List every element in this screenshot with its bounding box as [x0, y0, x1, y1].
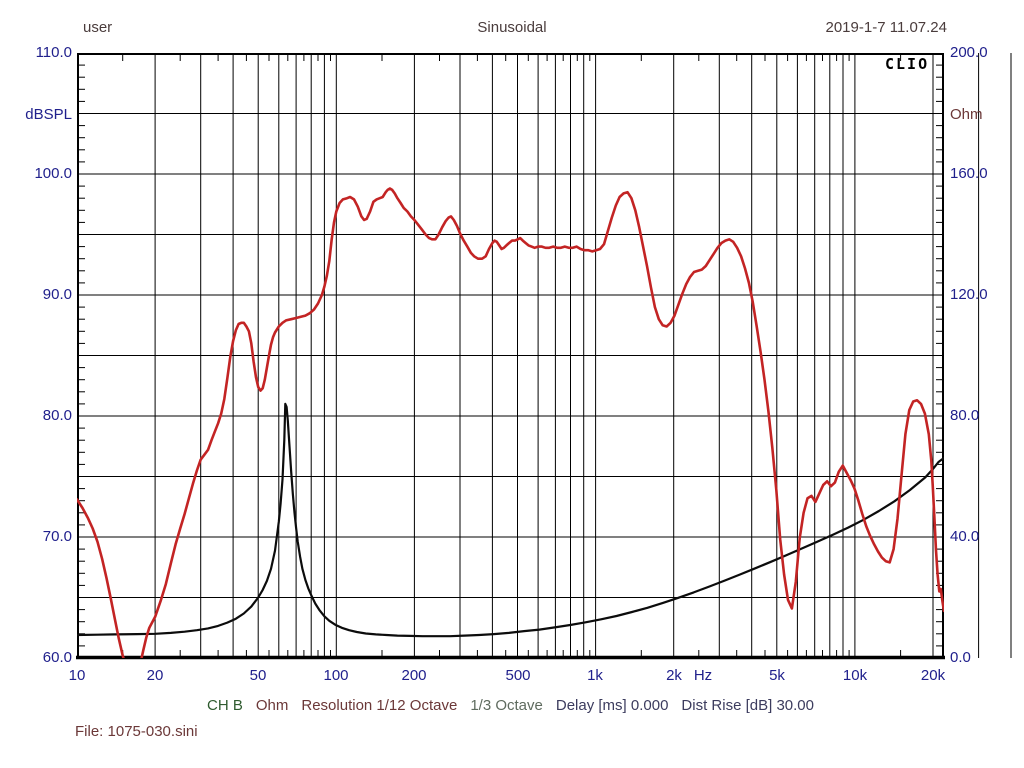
right-axis: 200.0 Ohm 160.0 120.0 80.0 40.0 0.0 [950, 0, 1020, 768]
resolution-label: Resolution 1/12 Octave [301, 697, 458, 714]
left-axis-tick: 80.0 [42, 407, 72, 424]
x-axis-tick: 50 [249, 667, 267, 684]
x-axis-tick: 2k [666, 667, 682, 684]
x-axis-tick: 1k [587, 667, 603, 684]
spl-curve [77, 187, 944, 658]
x-axis-tick: 500 [505, 667, 531, 684]
clio-logo: CLIO [885, 55, 930, 73]
left-axis-tick: 70.0 [42, 528, 72, 545]
left-axis-unit-label: dBSPL [25, 106, 72, 123]
channel-label: CH B [207, 697, 243, 714]
right-axis-tick: 0.0 [950, 649, 971, 666]
x-axis-tick: 100 [323, 667, 349, 684]
x-axis-tick: 5k [769, 667, 785, 684]
left-axis-tick: 90.0 [42, 286, 72, 303]
right-axis-tick: 160.0 [950, 165, 988, 182]
right-axis-unit-label: Ohm [950, 106, 983, 123]
x-axis-tick: 200 [401, 667, 427, 684]
measurement-settings-bar: CH B Ohm Resolution 1/12 Octave 1/3 Octa… [77, 697, 944, 714]
dist-rise-label: Dist Rise [dB] 30.00 [681, 697, 814, 714]
right-axis-tick: 40.0 [950, 528, 980, 545]
right-axis-tick: 120.0 [950, 286, 988, 303]
left-axis-tick: 110.0 [35, 44, 72, 61]
right-axis-tick: 80.0 [950, 407, 980, 424]
x-axis-tick: 20 [146, 667, 164, 684]
x-axis-tick: 20k [920, 667, 946, 684]
x-axis-unit-label: Hz [693, 667, 713, 684]
smoothing-label: 1/3 Octave [470, 697, 543, 714]
impedance-curve [77, 402, 944, 638]
right-axis-tick: 200.0 [950, 44, 988, 61]
left-axis-tick: 100.0 [34, 165, 72, 182]
left-axis: 110.0 dBSPL 100.0 90.0 80.0 70.0 60.0 [10, 0, 72, 768]
header-measurement-title: Sinusoidal [477, 19, 547, 36]
header-datetime: 2019-1-7 11.07.24 [825, 19, 948, 36]
unit-label: Ohm [255, 697, 289, 714]
x-axis-tick: 10 [68, 667, 86, 684]
left-axis-tick: 60.0 [42, 649, 72, 666]
delay-label: Delay [ms] 0.000 [555, 697, 669, 714]
header-user-label: user [83, 19, 113, 36]
file-name-label: File: 1075-030.sini [75, 723, 198, 740]
x-axis-tick: 10k [842, 667, 868, 684]
